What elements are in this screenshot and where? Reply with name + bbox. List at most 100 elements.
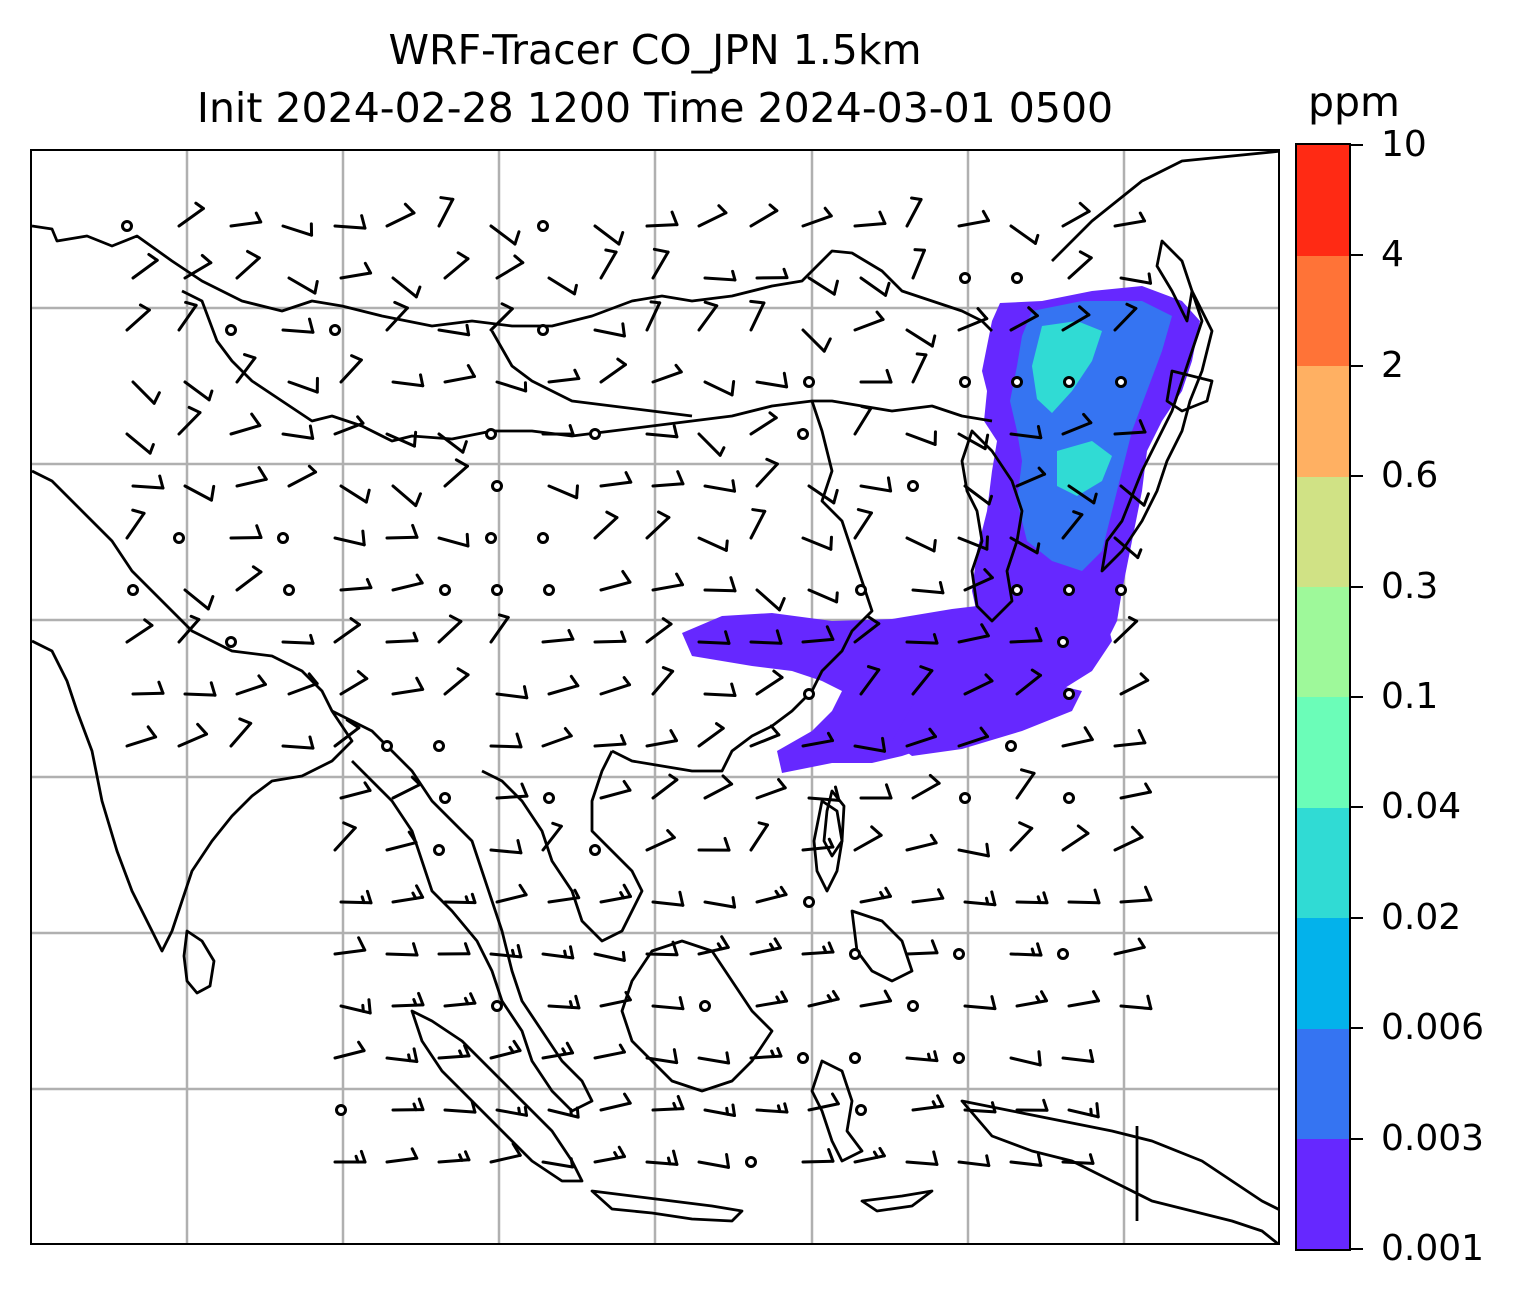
wind-barb <box>853 825 883 852</box>
wind-barb <box>333 415 365 436</box>
wind-barb <box>489 302 514 332</box>
wind-barb <box>801 941 835 956</box>
coast-sulawesi <box>810 1059 864 1163</box>
wind-barb <box>547 994 581 1010</box>
wind-barb <box>755 267 789 280</box>
wind-barb <box>339 484 371 504</box>
wind-barb <box>177 300 198 332</box>
wind-barb <box>749 299 766 332</box>
wind-barb <box>957 307 989 332</box>
wind-barb <box>235 674 267 696</box>
wind-barb <box>651 470 685 488</box>
calm-wind-circle <box>439 584 451 596</box>
wind-barb <box>541 945 575 960</box>
wind-barb <box>645 300 662 332</box>
wind-barb <box>547 368 581 384</box>
colorbar-tick <box>1351 806 1363 809</box>
wind-barb <box>963 1101 997 1114</box>
calm-wind-circle <box>491 584 503 596</box>
wind-barb <box>391 484 422 508</box>
wind-barb <box>125 303 151 332</box>
wind-barb <box>125 618 154 644</box>
wind-barb <box>755 371 789 389</box>
wind-barb <box>957 1154 991 1168</box>
wind-barb <box>755 669 784 696</box>
wind-barb <box>437 532 470 548</box>
calm-wind-circle <box>537 324 549 336</box>
wind-barb <box>489 224 521 246</box>
wind-barb <box>807 1092 840 1112</box>
coast-philippines-mindanao <box>850 909 914 983</box>
wind-barb <box>905 1150 939 1166</box>
wind-barb <box>957 209 991 228</box>
wind-barb <box>963 890 997 907</box>
map-title-line2: Init 2024-02-28 1200 Time 2024-03-01 050… <box>196 84 1114 132</box>
calm-wind-circle <box>953 1052 965 1064</box>
wind-barb <box>1061 1048 1095 1064</box>
wind-barb <box>333 936 367 956</box>
calm-wind-circle <box>849 948 861 960</box>
calm-wind-circle <box>1011 376 1023 388</box>
wind-barb <box>593 1043 626 1060</box>
wind-barb <box>495 685 529 700</box>
wind-barb <box>801 206 833 228</box>
coastlines <box>32 151 1278 1243</box>
calm-wind-circle <box>543 584 555 596</box>
wind-barb <box>593 224 625 246</box>
wind-barb <box>801 1148 835 1164</box>
wind-barb <box>437 942 471 956</box>
calm-wind-circle <box>953 948 965 960</box>
wind-barb <box>333 1040 366 1060</box>
wind-barb <box>703 682 737 697</box>
wind-barb <box>1009 942 1043 957</box>
wind-barb <box>385 830 418 852</box>
wind-barb <box>651 572 685 592</box>
wind-barb <box>131 252 159 280</box>
calm-wind-circle <box>537 532 549 544</box>
map-panel <box>30 149 1280 1245</box>
wind-barb <box>541 821 563 852</box>
wind-barb <box>911 1094 945 1112</box>
map-title-line1: WRF-Tracer CO_JPN 1.5km <box>388 26 922 74</box>
colorbar-tick-label: 0.6 <box>1381 455 1439 497</box>
wind-barb <box>593 630 627 644</box>
wind-barb <box>541 628 575 644</box>
map-canvas <box>32 151 1278 1243</box>
calm-wind-circle <box>433 740 445 752</box>
colorbar-unit-label: ppm <box>1308 78 1400 126</box>
wind-barb <box>593 510 619 540</box>
wind-barb <box>1061 510 1084 540</box>
wind-barb <box>183 253 213 280</box>
wind-barb <box>281 317 315 334</box>
wind-barb <box>443 1099 477 1114</box>
wind-barb <box>1015 891 1049 905</box>
coast-siberia-north <box>1051 151 1278 262</box>
wind-barb <box>697 536 729 552</box>
wind-barb <box>391 676 425 696</box>
wind-barb <box>697 630 731 645</box>
calm-wind-circle <box>543 792 555 804</box>
wind-barb <box>391 991 425 1008</box>
coast-korea <box>960 429 1024 623</box>
wind-barb <box>755 990 789 1008</box>
wind-barb <box>853 404 873 436</box>
wind-barb <box>489 1039 522 1060</box>
wind-barb <box>801 328 832 353</box>
colorbar-tick-label: 10 <box>1381 124 1427 165</box>
colorbar-segment <box>1297 255 1349 367</box>
calm-wind-circle <box>485 532 497 544</box>
calm-wind-circle <box>907 480 919 492</box>
calm-wind-circle <box>173 532 185 544</box>
wind-barb <box>339 889 373 905</box>
wind-barb <box>131 380 161 405</box>
wind-barb <box>697 300 719 332</box>
wind-barb <box>859 783 893 800</box>
wind-barb <box>651 1094 685 1112</box>
calm-wind-circle <box>283 584 295 596</box>
colorbar-segment <box>1297 1028 1349 1140</box>
wind-barb <box>859 989 893 1008</box>
co-tracer-plume <box>682 286 1200 773</box>
wind-barb <box>1113 825 1144 852</box>
wind-barb <box>755 457 779 488</box>
calm-wind-circle <box>855 584 867 596</box>
